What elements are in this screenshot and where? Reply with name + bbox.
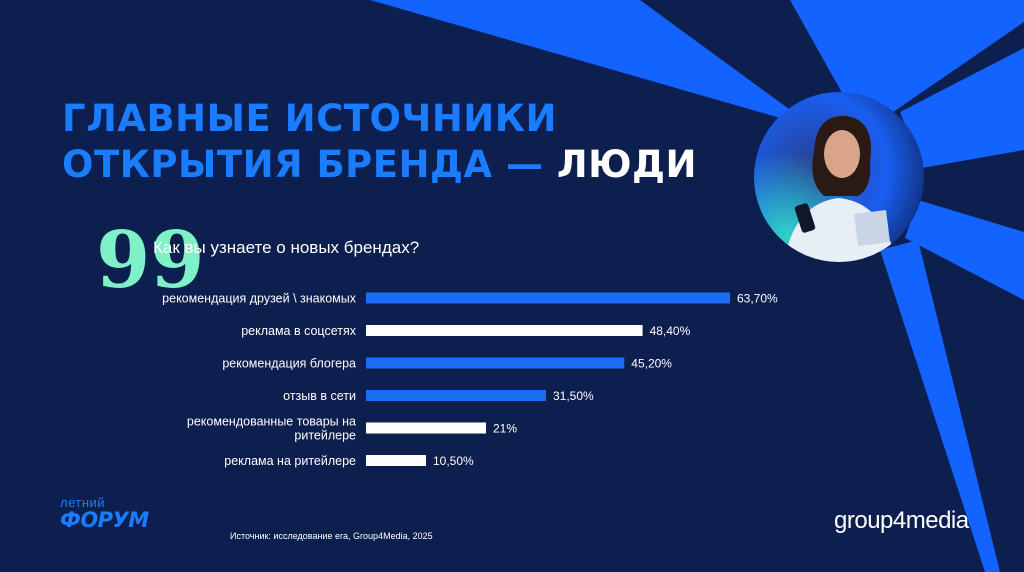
title-accent: ЛЮДИ	[556, 143, 697, 186]
value-label-5: 21%	[493, 422, 517, 436]
blue-ray-right	[900, 48, 1024, 168]
value-label-4: 31,50%	[553, 389, 594, 403]
value-label-6: 10,50%	[433, 454, 474, 468]
bar-5	[366, 422, 486, 434]
category-label-5-line-1: рекомендованные товары на	[187, 415, 356, 429]
summer-forum-logo: летний ФОРУМ	[60, 496, 149, 531]
quote-icon: 99	[96, 215, 205, 306]
bar-4	[366, 390, 546, 401]
logo-left-small: летний	[60, 495, 106, 510]
blue-ray-top	[370, 0, 815, 128]
source-note: Источник: исследование ега, Group4Media,…	[230, 531, 433, 541]
page-title: ГЛАВНЫЕ ИСТОЧНИКИ ОТКРЫТИЯ БРЕНДА — ЛЮДИ	[62, 96, 697, 188]
title-line-2-prefix: ОТКРЫТИЯ БРЕНДА —	[62, 143, 557, 186]
survey-question: Как вы узнаете о новых брендах?	[153, 238, 420, 257]
bar-3	[366, 357, 625, 369]
value-label-3: 45,20%	[631, 357, 672, 371]
category-label-4: отзыв в сети	[283, 389, 356, 403]
category-label-5-line-2: ритейлере	[294, 429, 356, 443]
logo-left-big: ФОРУМ	[60, 508, 149, 532]
blue-ray-right-lower	[905, 200, 1024, 300]
blue-ray-bottom	[880, 240, 1000, 572]
portrait-image	[754, 92, 924, 262]
bar-2	[366, 325, 643, 336]
title-line-1: ГЛАВНЫЕ ИСТОЧНИКИ	[62, 97, 557, 140]
category-label-1: рекомендация друзей \ знакомых	[162, 292, 357, 306]
category-label-2: реклама в соцсетях	[241, 324, 357, 338]
group4media-logo: group4media	[834, 507, 969, 534]
value-label-2: 48,40%	[650, 324, 691, 338]
category-label-6: реклама на ритейлере	[224, 454, 356, 468]
value-label-1: 63,70%	[737, 292, 778, 306]
bar-6	[366, 455, 426, 466]
bar-1	[366, 292, 730, 304]
category-label-3: рекомендация блогера	[222, 357, 356, 371]
